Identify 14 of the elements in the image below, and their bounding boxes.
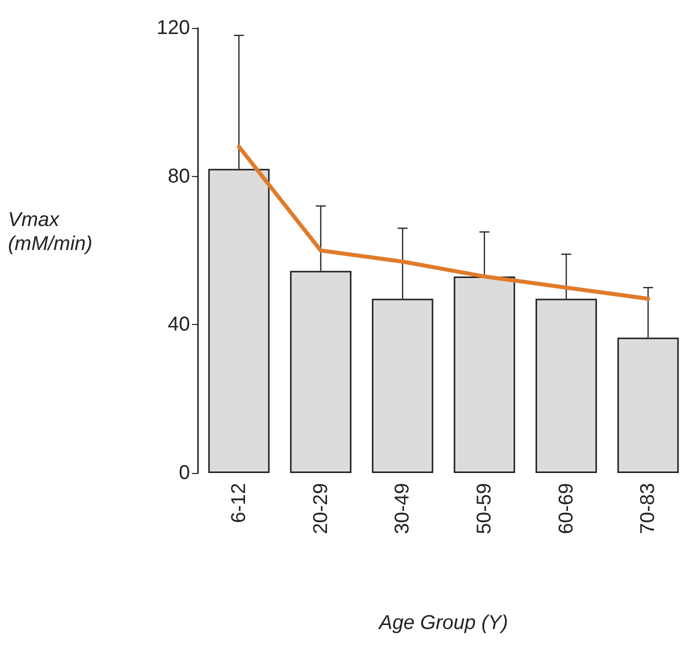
y-tick-label: 80 (168, 165, 190, 188)
y-axis-title: Vmax (mM/min) (8, 209, 92, 255)
x-tick-label: 60-69 (555, 483, 578, 534)
x-tick-label: 50-59 (473, 483, 496, 534)
x-tick-label: 6-12 (228, 483, 250, 524)
x-tick-label: 70-83 (637, 483, 660, 534)
line-series (236, 144, 650, 301)
x-tick-label: 30-49 (392, 483, 414, 534)
y-tick-label: 0 (178, 462, 190, 484)
y-tick-label: 120 (156, 17, 190, 39)
x-axis-title: Age Group (Y) (378, 612, 508, 634)
y-tick-label: 40 (168, 314, 190, 336)
bar (454, 276, 516, 473)
x-tick-label: 20-29 (310, 483, 332, 534)
